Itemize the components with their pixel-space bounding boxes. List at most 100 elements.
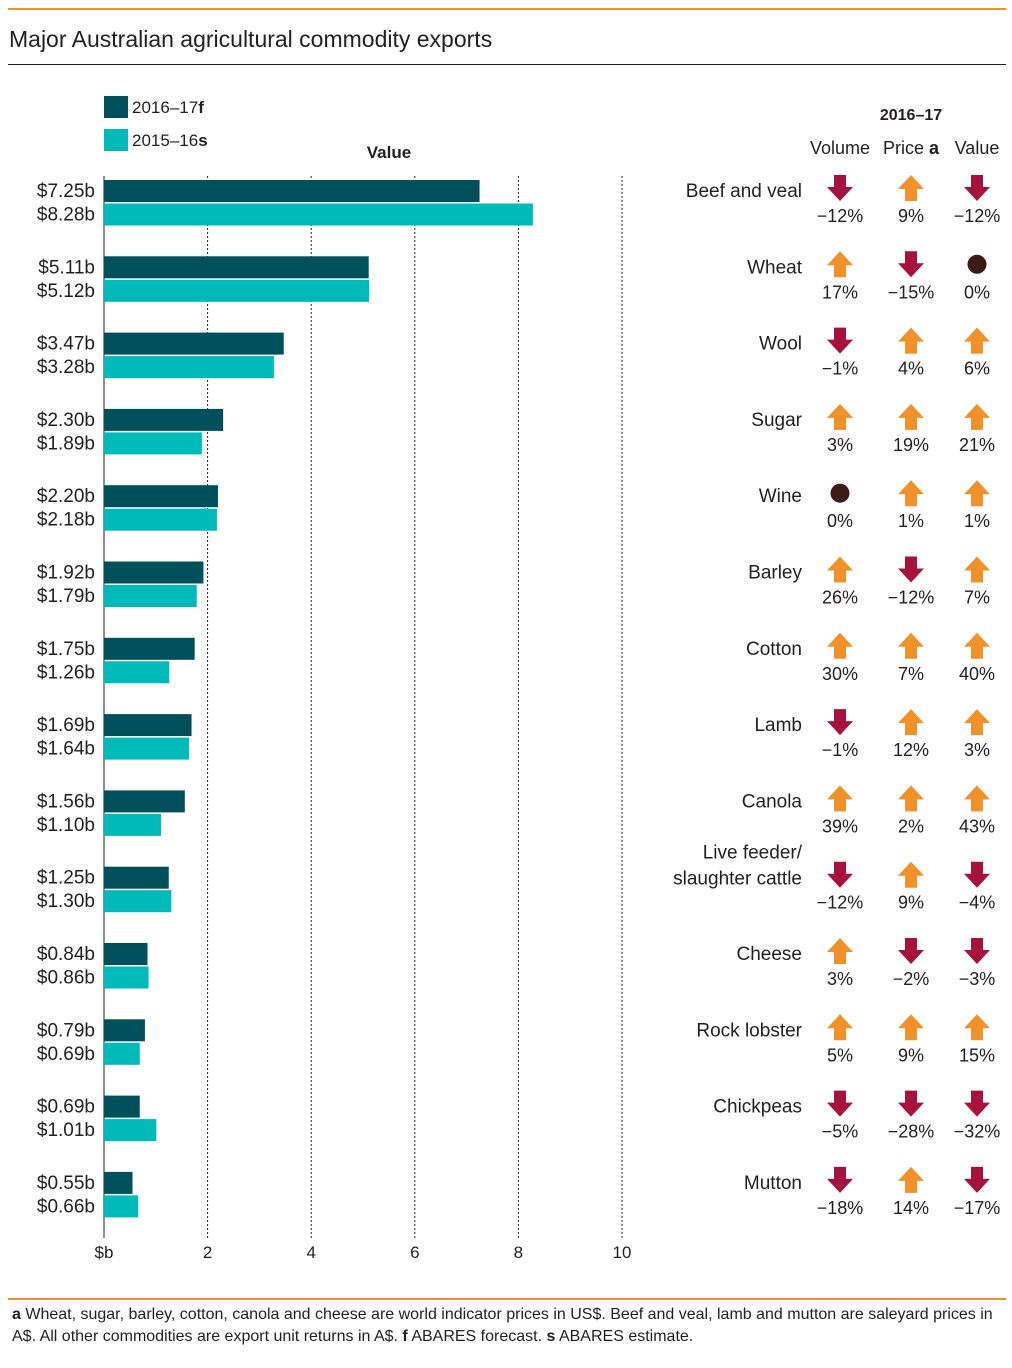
bar-value-label: $5.11b	[38, 257, 95, 278]
up-arrow-icon	[898, 327, 924, 354]
up-arrow-icon	[964, 785, 990, 812]
bar-value-label: $0.79b	[37, 1020, 95, 1041]
bar-forecast	[104, 256, 369, 279]
commodity-name: Wool	[759, 334, 802, 355]
change-percent: 0%	[964, 282, 990, 302]
change-percent: 43%	[959, 816, 995, 836]
change-percent: 3%	[827, 969, 853, 989]
commodity-name: Cotton	[746, 639, 802, 660]
bar-forecast	[104, 866, 169, 889]
down-arrow-icon	[827, 1166, 853, 1193]
commodity-name: slaughter cattle	[673, 869, 802, 890]
change-percent: 30%	[822, 664, 858, 684]
bar-estimate	[104, 966, 149, 989]
bar-forecast	[104, 332, 284, 355]
change-percent: 6%	[964, 359, 990, 379]
bar-value-label: $0.69b	[37, 1044, 95, 1065]
up-arrow-icon	[964, 1014, 990, 1041]
bar-value-label: $0.86b	[37, 968, 95, 989]
bar-estimate	[104, 1042, 140, 1065]
down-arrow-icon	[898, 938, 924, 964]
commodity-name: Lamb	[754, 715, 802, 736]
change-percent: −1%	[822, 740, 859, 760]
bar-value-label: $5.12b	[37, 281, 95, 302]
up-arrow-icon	[898, 861, 924, 888]
change-percent: 4%	[898, 359, 924, 379]
up-arrow-icon	[898, 785, 924, 812]
legend-label-2015-16: 2015–16s	[132, 131, 208, 150]
up-arrow-icon	[898, 709, 924, 736]
bar-value-label: $2.18b	[37, 510, 95, 531]
commodity-name: Mutton	[744, 1173, 802, 1194]
footnote-marker-a: a	[12, 1306, 21, 1323]
change-percent: 1%	[964, 511, 990, 531]
footnote: a Wheat, sugar, barley, cotton, canola a…	[12, 1304, 1002, 1348]
x-tick-label: $b	[95, 1243, 114, 1262]
up-arrow-icon	[898, 175, 924, 201]
bar-forecast	[104, 790, 185, 813]
chart-title: Value	[367, 143, 411, 162]
up-arrow-icon	[964, 480, 990, 507]
footnote-rule	[8, 1298, 1006, 1300]
footnote-text-a: Wheat, sugar, barley, cotton, canola and…	[12, 1306, 993, 1345]
change-percent: 9%	[898, 1045, 924, 1065]
change-percent: 14%	[893, 1198, 929, 1218]
bar-value-label: $1.10b	[37, 815, 95, 836]
change-percent: −12%	[817, 893, 864, 913]
commodity-name: Beef and veal	[686, 181, 802, 202]
change-percent: 0%	[827, 511, 853, 531]
legend-swatch-2016-17	[104, 96, 128, 118]
x-tick-label: 8	[514, 1243, 523, 1262]
x-tick-label: 6	[410, 1243, 419, 1262]
up-arrow-icon	[964, 556, 990, 583]
legend-swatch-2015-16	[104, 129, 128, 151]
bar-forecast	[104, 408, 224, 431]
bar-forecast	[104, 485, 218, 508]
down-arrow-icon	[827, 1090, 853, 1117]
change-percent: 7%	[964, 588, 990, 608]
bar-estimate	[104, 813, 161, 836]
up-arrow-icon	[827, 938, 853, 964]
commodity-name: Sugar	[751, 410, 802, 431]
change-percent: 26%	[822, 588, 858, 608]
up-arrow-icon	[964, 403, 990, 430]
bar-forecast	[104, 1095, 140, 1118]
change-percent: 21%	[959, 435, 995, 455]
change-percent: −2%	[893, 969, 930, 989]
change-percent: 2%	[898, 816, 924, 836]
bar-value-label: $1.64b	[37, 739, 95, 760]
bar-forecast	[104, 637, 195, 660]
up-arrow-icon	[827, 632, 853, 659]
change-percent: −32%	[954, 1122, 1001, 1142]
change-percent: 15%	[959, 1045, 995, 1065]
change-percent: −15%	[888, 282, 935, 302]
down-arrow-icon	[827, 861, 853, 888]
commodity-name: Chickpeas	[713, 1097, 802, 1118]
up-arrow-icon	[827, 251, 853, 278]
bar-value-label: $7.25b	[37, 181, 95, 202]
bar-estimate	[104, 737, 189, 760]
up-arrow-icon	[898, 403, 924, 430]
bar-estimate	[104, 661, 170, 684]
top-rule	[8, 8, 1006, 10]
bar-value-label: $1.30b	[37, 891, 95, 912]
chart-area: 2016–17f 2015–16s Value $b 2 4 6 8 10 $7.25b $8.28…	[37, 96, 1001, 1262]
change-percent: −12%	[888, 588, 935, 608]
change-percent: −28%	[888, 1122, 935, 1142]
bar-estimate	[104, 508, 217, 531]
change-percent: 3%	[964, 740, 990, 760]
footnote-marker-f: f	[402, 1328, 408, 1345]
bar-value-label: $0.69b	[37, 1097, 95, 1118]
change-percent: −3%	[959, 969, 996, 989]
bar-estimate	[104, 279, 370, 302]
down-arrow-icon	[964, 938, 990, 964]
change-percent: 1%	[898, 511, 924, 531]
bar-value-label: $1.92b	[37, 563, 95, 584]
title-rule	[8, 64, 1006, 65]
down-arrow-icon	[827, 709, 853, 736]
bar-value-label: $3.28b	[37, 357, 95, 378]
commodity-name: Barley	[748, 563, 802, 584]
change-percent: 39%	[822, 816, 858, 836]
bar-estimate	[104, 585, 197, 607]
x-tick-label: 10	[613, 1243, 632, 1262]
